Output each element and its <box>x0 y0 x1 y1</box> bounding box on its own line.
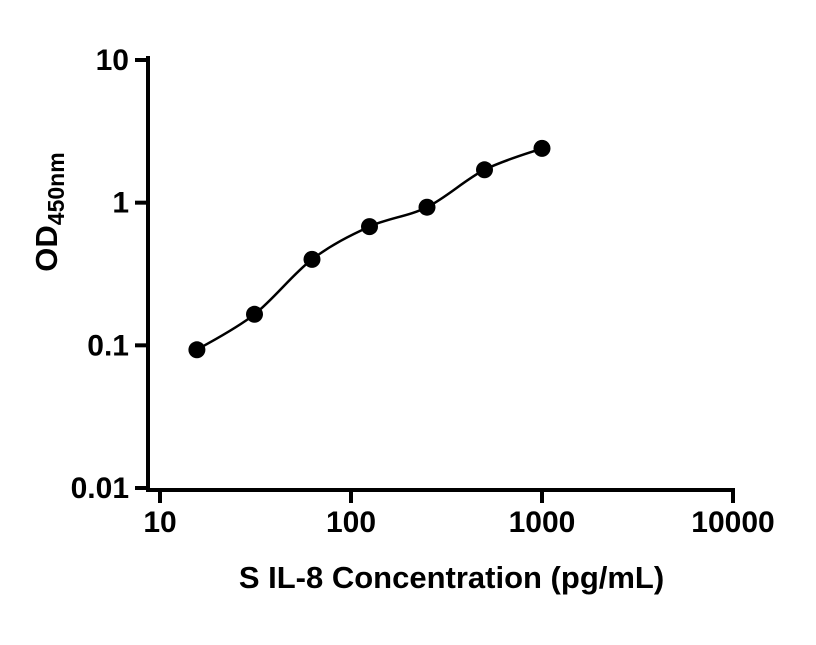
x-tick-label: 100 <box>326 506 376 539</box>
y-axis-title-subscript: 450nm <box>43 152 69 225</box>
y-axis-title: OD450nm <box>29 152 69 271</box>
x-tick-label: 10000 <box>691 506 774 539</box>
x-axis-title: S IL-8 Concentration (pg/mL) <box>239 560 664 595</box>
data-point <box>246 305 263 323</box>
data-point <box>303 250 321 268</box>
data-point <box>361 218 378 236</box>
y-tick-label: 0.01 <box>71 472 129 505</box>
y-tick-label: 1 <box>112 187 129 220</box>
data-point <box>476 161 493 179</box>
data-point <box>533 139 551 157</box>
data-point <box>418 198 436 216</box>
x-tick-label: 10 <box>143 506 176 539</box>
y-tick-label: 0.1 <box>87 329 129 362</box>
y-tick-label: 10 <box>96 44 129 77</box>
y-axis-title-main: OD <box>29 225 64 272</box>
data-point <box>188 341 206 359</box>
x-tick-label: 1000 <box>509 506 576 539</box>
